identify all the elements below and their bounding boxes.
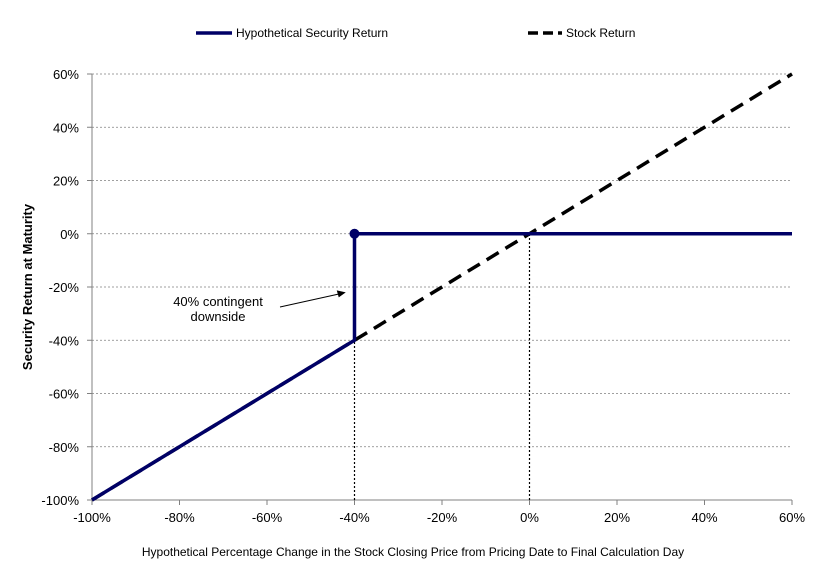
- x-tick-label: -60%: [252, 510, 283, 525]
- x-tick-label: 60%: [779, 510, 805, 525]
- annotation-arrow-line: [279, 292, 342, 308]
- x-tick-label: 40%: [691, 510, 717, 525]
- legend-entry-0: Hypothetical Security Return: [236, 26, 388, 40]
- x-tick-label: -20%: [427, 510, 458, 525]
- axes: [87, 73, 793, 505]
- y-tick-label: 60%: [53, 67, 79, 82]
- x-tick-label: 20%: [604, 510, 630, 525]
- y-tick-label: -80%: [49, 440, 80, 455]
- y-tick-label: -40%: [49, 333, 80, 348]
- x-axis-label: Hypothetical Percentage Change in the St…: [142, 545, 684, 559]
- y-tick-label: 40%: [53, 120, 79, 135]
- x-tick-label: -40%: [339, 510, 370, 525]
- y-tick-label: -60%: [49, 387, 80, 402]
- y-axis-label: Security Return at Maturity: [20, 203, 35, 370]
- legend-entry-1: Stock Return: [566, 26, 635, 40]
- y-tick-label: -100%: [41, 493, 79, 508]
- series-marker-security-return: [349, 228, 360, 239]
- annotation-text-line-0: 40% contingent: [173, 294, 263, 309]
- x-tick-label: -100%: [73, 510, 111, 525]
- annotation-arrow-head: [336, 290, 346, 298]
- annotation-text-line-1: downside: [191, 309, 246, 324]
- y-tick-label: -20%: [49, 280, 80, 295]
- x-tick-label: 0%: [520, 510, 539, 525]
- y-tick-label: 0%: [60, 227, 79, 242]
- x-tick-label: -80%: [164, 510, 195, 525]
- series-line-security-return: [91, 232, 792, 502]
- legend: Hypothetical Security Return Stock Return: [196, 26, 635, 40]
- y-tick-label: 20%: [53, 174, 79, 189]
- tick-labels: -100% -80% -60% -40% -20% 0% 20% 40% 60% -100% -80…: [41, 67, 805, 525]
- series-layer: [91, 72, 793, 502]
- gridlines: [92, 73, 792, 448]
- reference-lines: [353, 233, 531, 500]
